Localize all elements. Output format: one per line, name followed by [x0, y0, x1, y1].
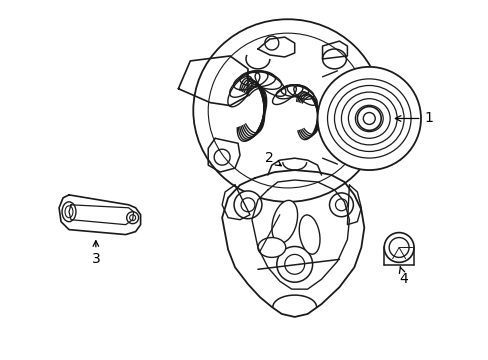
Text: 1: 1	[394, 112, 432, 126]
Ellipse shape	[234, 191, 262, 219]
Text: 4: 4	[399, 267, 407, 286]
Ellipse shape	[329, 193, 353, 217]
Ellipse shape	[299, 215, 319, 254]
Ellipse shape	[317, 67, 420, 170]
Ellipse shape	[276, 247, 312, 282]
Ellipse shape	[257, 238, 285, 257]
Ellipse shape	[126, 212, 138, 224]
Ellipse shape	[62, 202, 76, 222]
Text: 2: 2	[265, 151, 281, 166]
Ellipse shape	[384, 233, 413, 262]
Ellipse shape	[271, 201, 297, 243]
Ellipse shape	[357, 107, 381, 130]
Ellipse shape	[193, 19, 382, 202]
Text: 3: 3	[91, 241, 100, 266]
